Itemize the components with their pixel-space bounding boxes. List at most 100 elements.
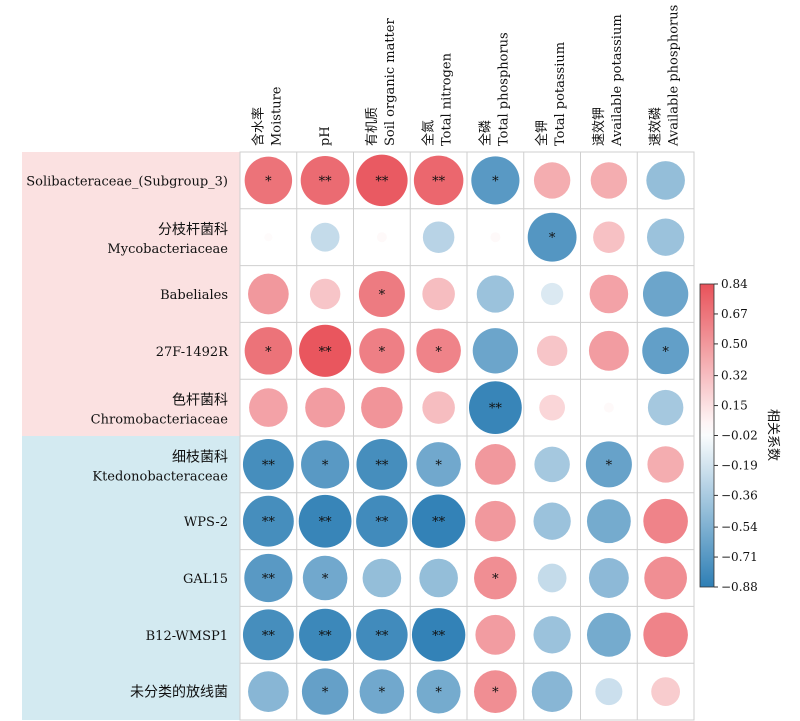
significance-mark: ** <box>375 629 389 644</box>
colorbar-gradient <box>699 283 715 588</box>
significance-mark: ** <box>375 458 389 473</box>
column-labels: 含水率 Moisture pH 有机质 Soil organic matter 全氮 Tot… <box>250 5 681 147</box>
column-label-zh: 有机质 <box>365 107 380 146</box>
correlation-bubble <box>471 156 520 205</box>
row-label-zh: 分枝杆菌科 <box>158 222 228 238</box>
significance-mark: ** <box>489 402 503 417</box>
column-label-zh: 含水率 <box>250 107 266 146</box>
significance-mark: * <box>549 231 556 246</box>
correlation-bubble <box>298 494 352 548</box>
correlation-bubble <box>588 330 629 371</box>
colorbar-tick-label: −0.54 <box>721 520 758 534</box>
correlation-bubble <box>643 498 688 544</box>
correlation-bubble <box>242 609 294 661</box>
correlation-bubble <box>248 671 289 712</box>
correlation-bubble <box>468 381 522 434</box>
correlation-bubble <box>474 670 517 713</box>
significance-mark: ** <box>319 174 333 189</box>
correlation-bubble <box>413 155 464 206</box>
correlation-bubble <box>642 327 690 375</box>
significance-mark: * <box>322 686 329 701</box>
significance-mark: * <box>492 686 499 701</box>
correlation-bubble <box>411 494 466 548</box>
column-label-zh: 速效磷 <box>649 107 664 146</box>
colorbar-tick-label: 0.32 <box>721 369 748 383</box>
correlation-bubble <box>376 232 387 243</box>
correlation-bubble <box>595 678 623 706</box>
correlation-bubble <box>527 212 577 262</box>
correlation-bubble <box>603 402 614 413</box>
significance-mark: ** <box>375 174 389 189</box>
row-label-en: B12-WMSP1 <box>146 629 228 644</box>
correlation-bubble <box>642 271 689 317</box>
correlation-bubble <box>244 553 293 603</box>
correlation-bubble <box>310 222 340 252</box>
significance-mark: * <box>379 288 386 303</box>
correlation-bubble <box>356 154 408 207</box>
column-label-zh: 速效钾 <box>592 107 607 146</box>
column-label-en: Total potassium <box>553 42 568 146</box>
correlation-bubbles: * ** ** ** **** ** * * ***** * ** * *** ** ** **** * *** *… <box>242 154 690 715</box>
correlation-bubble <box>533 502 571 540</box>
correlation-bubble <box>646 218 685 256</box>
correlation-bubble <box>299 324 352 377</box>
correlation-bubble <box>593 221 625 253</box>
correlation-bubble <box>539 394 565 421</box>
significance-mark: ** <box>375 515 389 530</box>
correlation-bubble <box>476 275 515 313</box>
correlation-bubble <box>362 558 402 598</box>
colorbar-tick-label: −0.19 <box>721 458 758 472</box>
colorbar-tick-label: −0.88 <box>721 580 758 594</box>
significance-mark: ** <box>319 515 333 530</box>
significance-mark: * <box>265 345 272 360</box>
row-label-en: Mycobacteriaceae <box>107 242 228 257</box>
correlation-bubble <box>244 327 293 375</box>
correlation-bubble <box>359 669 405 714</box>
correlation-bubble <box>644 556 687 600</box>
column-label-en: pH <box>318 126 333 146</box>
correlation-bubble <box>647 389 684 426</box>
correlation-bubble <box>472 328 519 374</box>
significance-mark: ** <box>432 174 446 189</box>
significance-mark: * <box>379 345 386 360</box>
significance-mark: * <box>322 572 329 587</box>
correlation-bubble <box>586 612 631 657</box>
row-label-en: Ktedonobacteraceae <box>92 469 228 484</box>
correlation-bubble <box>248 273 289 315</box>
correlation-bubble <box>361 386 403 429</box>
correlation-bubble <box>299 608 352 661</box>
correlation-bubble <box>651 677 681 706</box>
row-group-band <box>22 436 240 720</box>
significance-mark: * <box>435 686 442 701</box>
significance-mark: ** <box>432 629 446 644</box>
significance-mark: * <box>435 345 442 360</box>
colorbar-tick-label: 0.67 <box>721 307 748 321</box>
correlation-bubble <box>534 446 570 483</box>
significance-mark: * <box>492 572 499 587</box>
column-label-en: Available phosphorus <box>667 5 682 147</box>
correlation-bubble <box>422 277 455 311</box>
correlation-bubble <box>359 328 405 374</box>
correlation-bubble <box>242 495 294 547</box>
correlation-bubble <box>411 608 466 662</box>
correlation-bubble <box>356 609 408 661</box>
colorbar-tick-label: −0.71 <box>721 550 758 564</box>
correlation-bubble <box>300 155 350 205</box>
significance-mark: ** <box>262 572 276 587</box>
correlation-bubble <box>536 335 568 367</box>
correlation-bubble <box>422 221 455 253</box>
column-label-en: Available potassium <box>610 14 625 147</box>
row-label-zh: 未分类的放线菌 <box>130 685 228 701</box>
correlation-bubble <box>249 388 288 427</box>
colorbar: 0.84 0.67 0.50 0.32 0.15 −0.02 −0.19 −0.36 −0.54… <box>699 277 780 594</box>
correlation-bubble <box>647 446 684 483</box>
significance-mark: ** <box>319 345 333 360</box>
correlation-bubble <box>356 438 408 490</box>
correlation-bubble <box>419 558 458 598</box>
correlation-bubble <box>422 391 455 424</box>
correlation-bubble <box>533 162 571 199</box>
correlation-bubble <box>416 669 461 714</box>
row-label-en: 27F-1492R <box>156 345 229 360</box>
row-label-en: Solibacteraceae_(Subgroup_3) <box>26 174 228 189</box>
colorbar-tick-label: 0.15 <box>721 399 748 413</box>
